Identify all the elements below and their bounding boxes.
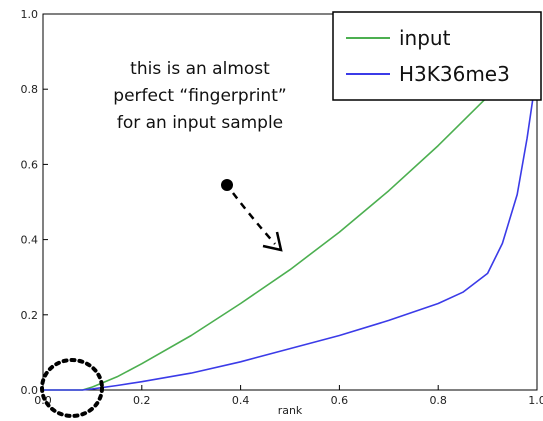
annotation-arrowhead <box>262 231 283 252</box>
y-tick-label: 0.4 <box>21 234 39 247</box>
series-group <box>43 69 538 391</box>
plot-frame <box>42 13 538 391</box>
legend-box <box>332 11 542 101</box>
x-axis: 0.0 0.2 0.4 0.6 0.8 1.0 <box>34 394 543 407</box>
y-tick-label: 0.6 <box>21 158 39 171</box>
annotation-line-3: for an input sample <box>117 113 283 133</box>
legend-label-input: input <box>399 26 451 50</box>
legend: input H3K36me3 <box>332 11 542 101</box>
x-tick-label: 0.8 <box>429 394 447 407</box>
y-tick-label: 0.8 <box>21 83 39 96</box>
y-tick-label: 0.2 <box>21 309 39 322</box>
origin-highlight-circle <box>40 358 104 418</box>
x-tick-label: 0.2 <box>133 394 151 407</box>
x-tick-label: 0.6 <box>331 394 349 407</box>
x-tick-label: 1.0 <box>528 394 543 407</box>
annotation-line-1: this is an almost <box>130 59 270 79</box>
legend-label-h3k36me3: H3K36me3 <box>399 62 510 86</box>
y-axis: 0.0 0.2 0.4 0.6 0.8 1.0 <box>21 8 39 397</box>
series-line-h3k36me3 <box>43 70 538 391</box>
annotation-arrow <box>232 192 276 245</box>
x-tick-label: 0.4 <box>232 394 250 407</box>
annotation-dot <box>221 179 233 191</box>
annotation-line-2: perfect “fingerprint” <box>113 86 286 106</box>
y-tick-label: 0.0 <box>21 384 39 397</box>
annotation: this is an almost perfect “fingerprint” … <box>113 59 287 252</box>
y-tick-label: 1.0 <box>21 8 39 21</box>
x-axis-label: rank <box>278 404 303 417</box>
